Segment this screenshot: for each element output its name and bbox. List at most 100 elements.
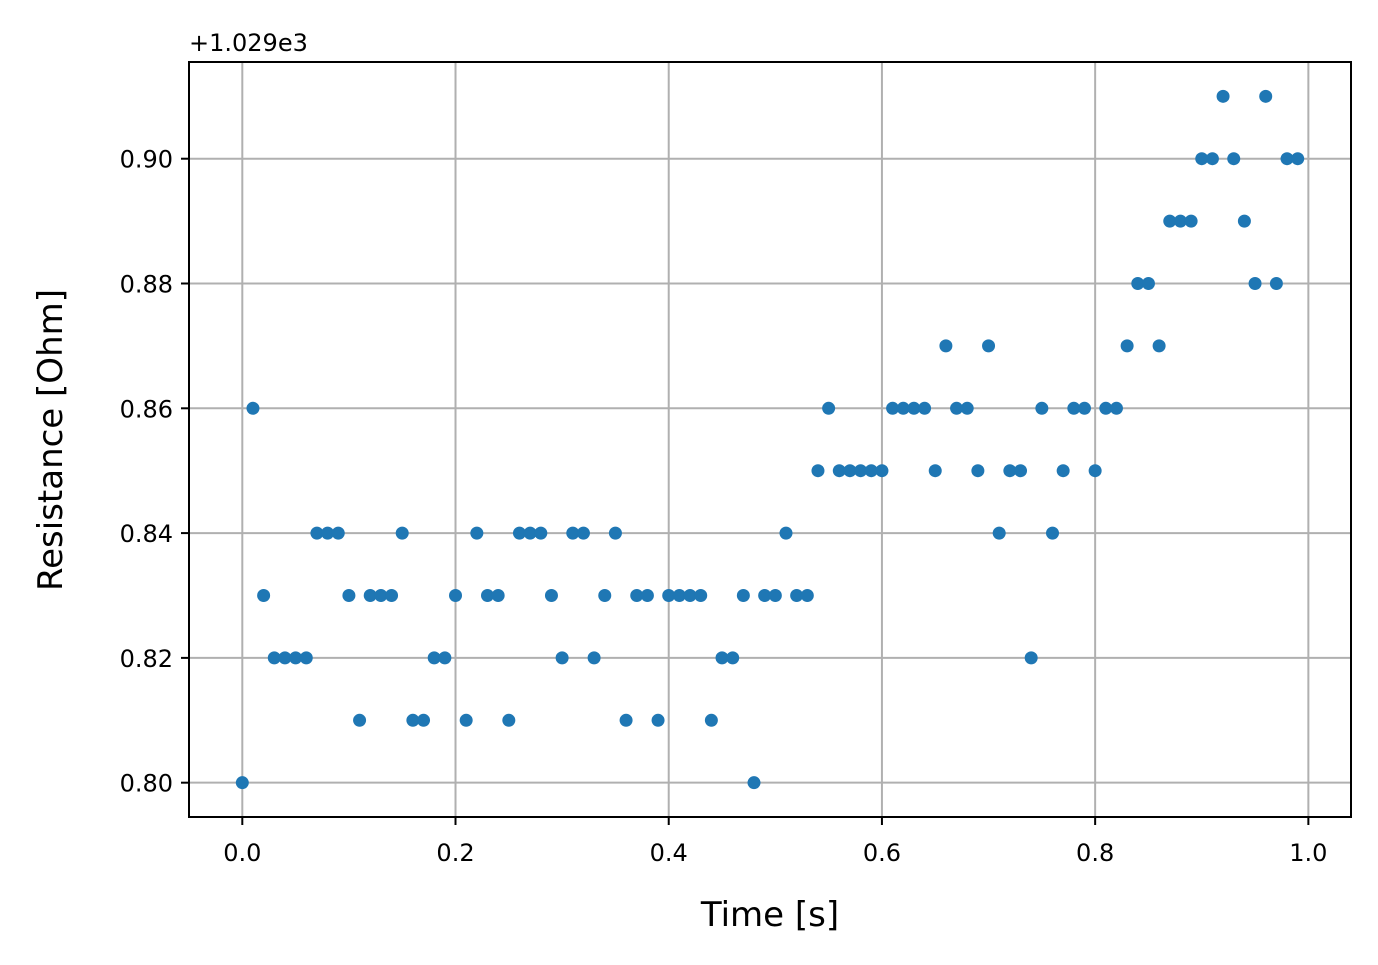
x-tick-label: 1.0 (1289, 839, 1327, 867)
data-point (694, 588, 708, 602)
data-point (459, 713, 473, 727)
data-point (640, 588, 654, 602)
data-point (1248, 277, 1262, 291)
data-point (406, 713, 420, 727)
x-tick-label: 0.4 (650, 839, 688, 867)
data-point (1109, 401, 1123, 415)
data-points (235, 89, 1305, 790)
x-tick-label: 0.6 (863, 839, 901, 867)
data-point (1014, 464, 1028, 478)
data-point (886, 401, 900, 415)
data-point (960, 401, 974, 415)
data-point (918, 401, 932, 415)
y-tick-label: 0.88 (120, 271, 173, 299)
data-point (385, 588, 399, 602)
data-point (1205, 152, 1219, 166)
data-point (1120, 339, 1134, 353)
data-point (534, 526, 548, 540)
data-point (1280, 152, 1294, 166)
data-point (523, 526, 537, 540)
data-point (736, 588, 750, 602)
data-point (278, 651, 292, 665)
data-point (800, 588, 814, 602)
data-point (235, 776, 249, 790)
data-point (1141, 277, 1155, 291)
data-point (1099, 401, 1113, 415)
data-point (950, 401, 964, 415)
data-point (608, 526, 622, 540)
data-point (299, 651, 313, 665)
y-tick-label: 0.84 (120, 520, 173, 548)
data-point (1227, 152, 1241, 166)
data-point (342, 588, 356, 602)
data-point (1046, 526, 1060, 540)
x-tick-label: 0.8 (1076, 839, 1114, 867)
data-point (982, 339, 996, 353)
data-point (1131, 277, 1145, 291)
data-point (1067, 401, 1081, 415)
y-tick-label: 0.80 (120, 770, 173, 798)
data-point (598, 588, 612, 602)
data-point (1024, 651, 1038, 665)
y-axis-label: Resistance [Ohm] (31, 289, 71, 591)
data-point (651, 713, 665, 727)
data-point (427, 651, 441, 665)
data-point (630, 588, 644, 602)
x-tick-label: 0.2 (436, 839, 474, 867)
data-point (662, 588, 676, 602)
data-point (619, 713, 633, 727)
x-axis-label: Time [s] (700, 895, 839, 935)
data-point (1216, 89, 1230, 103)
data-point (470, 526, 484, 540)
data-point (747, 776, 761, 790)
data-point (246, 401, 260, 415)
data-point (417, 713, 431, 727)
data-point (683, 588, 697, 602)
data-point (576, 526, 590, 540)
data-point (480, 588, 494, 602)
data-point (544, 588, 558, 602)
y-tick-label: 0.82 (120, 645, 173, 673)
data-point (822, 401, 836, 415)
y-axis-ticks: 0.80 0.82 0.84 0.86 0.88 0.90 (120, 146, 189, 798)
data-point (1163, 214, 1177, 228)
data-point (566, 526, 580, 540)
data-point (267, 651, 281, 665)
data-point (1269, 277, 1283, 291)
data-point (672, 588, 686, 602)
plot-frame (188, 61, 1352, 818)
data-point (555, 651, 569, 665)
data-point (928, 464, 942, 478)
data-point (864, 464, 878, 478)
grid-lines (189, 62, 1351, 817)
data-point (768, 588, 782, 602)
data-point (875, 464, 889, 478)
data-point (331, 526, 345, 540)
data-point (1152, 339, 1166, 353)
data-point (395, 526, 409, 540)
data-point (1035, 401, 1049, 415)
data-point (843, 464, 857, 478)
data-point (1088, 464, 1102, 478)
data-point (715, 651, 729, 665)
data-point (353, 713, 367, 727)
data-point (939, 339, 953, 353)
data-point (790, 588, 804, 602)
data-point (512, 526, 526, 540)
data-point (1184, 214, 1198, 228)
data-point (896, 401, 910, 415)
data-point (1195, 152, 1209, 166)
data-point (491, 588, 505, 602)
data-point (449, 588, 463, 602)
x-tick-label: 0.0 (223, 839, 261, 867)
data-point (1291, 152, 1305, 166)
data-point (811, 464, 825, 478)
data-point (438, 651, 452, 665)
x-axis-ticks: 0.0 0.2 0.4 0.6 0.8 1.0 (223, 817, 1327, 867)
data-point (779, 526, 793, 540)
data-point (1237, 214, 1251, 228)
data-point (726, 651, 740, 665)
data-point (1056, 464, 1070, 478)
